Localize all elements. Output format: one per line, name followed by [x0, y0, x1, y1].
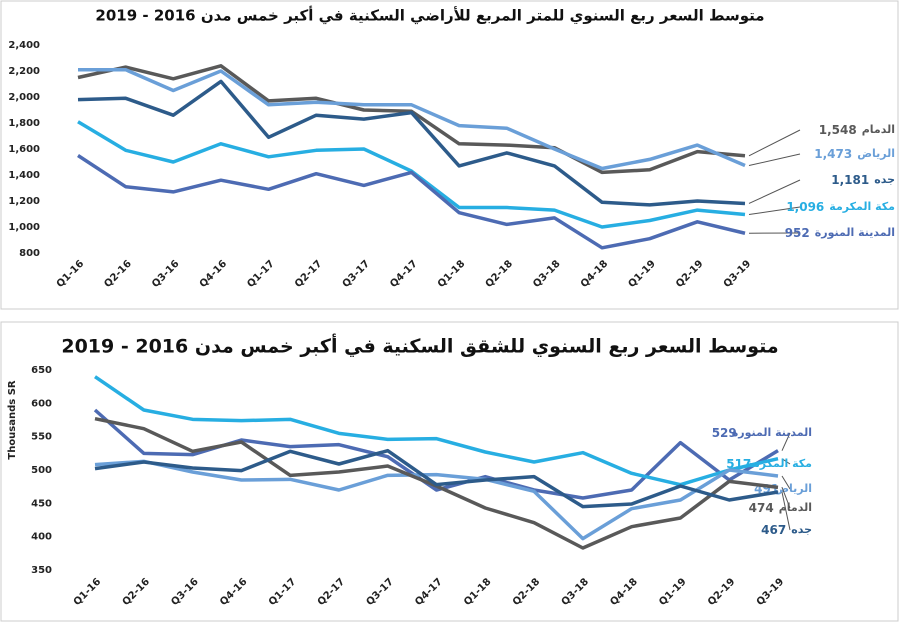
end-label: 1,548 الدمام: [819, 123, 895, 137]
end-label: مكة المكرمة517: [726, 457, 812, 471]
legend-label: مكة المكرمة: [746, 457, 812, 470]
y-tick-label: 450: [31, 498, 52, 509]
y-tick-label: 1,800: [8, 118, 40, 129]
end-label: 1,181 جده: [831, 173, 895, 187]
end-value: 1,473: [814, 147, 852, 161]
leader-line: [748, 206, 801, 216]
y-tick-label: 2,400: [8, 40, 40, 51]
y-tick-label: 1,000: [8, 222, 40, 233]
series-line: [94, 459, 779, 541]
end-value: 529: [712, 426, 737, 440]
end-value: 1,181: [831, 173, 869, 187]
panel: [0, 321, 899, 622]
legend-label: الرياض: [774, 482, 812, 495]
y-tick-label: 600: [31, 398, 52, 409]
legend-label: الرياض: [857, 147, 895, 160]
leader-line: [781, 475, 791, 490]
leader-line: [748, 129, 801, 157]
y-tick-label: 2,200: [8, 66, 40, 77]
y-tick-label: 650: [31, 365, 52, 376]
series-line: [94, 448, 779, 509]
legend-label: مكة المكرمة: [829, 200, 895, 213]
y-tick-label: 400: [31, 532, 52, 543]
legend-label: جده: [791, 523, 812, 536]
series-line: [77, 154, 746, 250]
legend-label: المدينة المنورة: [732, 426, 812, 439]
leader-line: [781, 491, 791, 531]
chart-title: متوسط السعر ربع السنوي للشقق السكنية في …: [61, 334, 778, 359]
y-tick-label: 1,600: [8, 144, 40, 155]
leader-line: [781, 487, 791, 509]
end-value: 474: [749, 501, 774, 515]
end-label: 1,473 الرياض: [814, 147, 895, 161]
end-value: 517: [726, 457, 751, 471]
legend-label: المدينة المنورة: [815, 226, 895, 239]
end-value: 467: [761, 523, 786, 537]
chart-title: متوسط السعر ربع السنوي للمتر المربع للأر…: [95, 6, 764, 26]
y-axis-label: Thousands SR: [7, 380, 18, 460]
y-tick-label: 2,000: [8, 92, 40, 103]
y-tick-label: 1,400: [8, 170, 40, 181]
y-tick-label: 550: [31, 432, 52, 443]
leader-line: [781, 432, 791, 451]
y-tick-label: 500: [31, 465, 52, 476]
series-line: [77, 79, 746, 207]
y-tick-label: 800: [19, 248, 40, 259]
series-line: [78, 67, 746, 171]
leader-line: [748, 153, 801, 166]
end-label: المدينة المنورة529: [712, 426, 812, 440]
legend-label: الدمام: [862, 123, 895, 136]
leader-line: [748, 179, 801, 204]
y-tick-label: 350: [31, 565, 52, 576]
legend-label: جده: [874, 173, 895, 186]
legend-label: الدمام: [779, 501, 812, 514]
end-label: 474 الدمام: [749, 501, 812, 515]
end-value: 952: [785, 226, 810, 240]
end-value: 1,096: [786, 200, 824, 214]
series-line: [94, 375, 779, 487]
leader-line: [781, 458, 791, 465]
end-label: 467 جده: [761, 523, 812, 537]
end-value: 1,548: [819, 123, 857, 137]
end-label: 952 المدينة المنورة: [785, 226, 895, 240]
end-label: 1,096 مكة المكرمة: [786, 200, 895, 214]
y-tick-label: 1,200: [8, 196, 40, 207]
